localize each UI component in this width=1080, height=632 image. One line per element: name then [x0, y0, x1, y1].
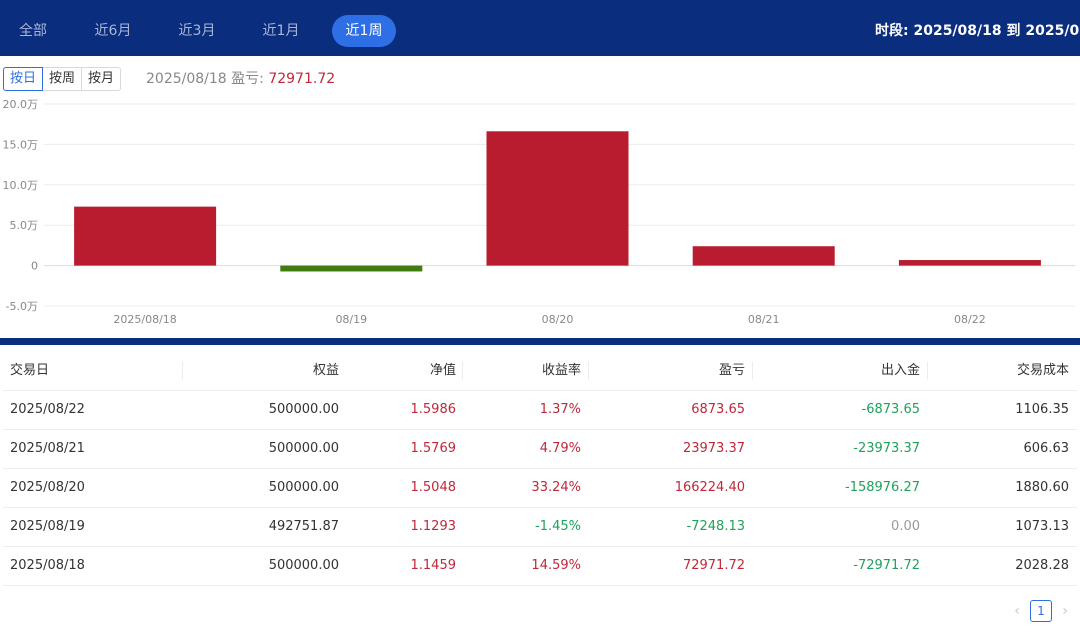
y-tick-label: 20.0万	[3, 98, 39, 111]
summary-pnl-label: 盈亏:	[231, 71, 264, 87]
cell-trade-date: 2025/08/22	[10, 402, 85, 417]
chevron-right-icon[interactable]: ›	[1062, 603, 1068, 619]
granularity-day-button[interactable]: 按日	[3, 67, 44, 91]
header-separator	[752, 362, 753, 380]
cell-nav: 1.5986	[410, 402, 457, 417]
granularity-toggle: 按日 按周 按月	[3, 67, 122, 91]
table-row: 2025/08/22 500000.00 1.5986 1.37% 6873.6…	[3, 391, 1077, 430]
cell-equity: 500000.00	[268, 480, 339, 495]
chart-bar[interactable]	[74, 206, 217, 266]
chart-bar[interactable]	[486, 131, 629, 266]
granularity-week-button[interactable]: 按周	[42, 67, 83, 91]
header-trade-cost: 交易成本	[1016, 363, 1069, 378]
cell-trade-date: 2025/08/20	[10, 480, 85, 495]
granularity-month-button[interactable]: 按月	[81, 67, 122, 91]
page-number-button[interactable]: 1	[1030, 600, 1052, 622]
cell-pnl: 23973.37	[682, 441, 745, 456]
cell-return-rate: 33.24%	[531, 480, 581, 495]
cell-return-rate: 14.59%	[531, 558, 581, 573]
cell-trade-cost: 2028.28	[1015, 558, 1069, 573]
summary-pnl-value: 72971.72	[268, 71, 336, 87]
cell-return-rate: 4.79%	[539, 441, 581, 456]
cell-trade-date: 2025/08/18	[10, 558, 85, 573]
x-tick-label: 08/19	[335, 313, 367, 326]
x-tick-label: 2025/08/18	[113, 313, 176, 326]
pnl-summary: 2025/08/18 盈亏: 72971.72	[146, 67, 335, 91]
header-cash-flow: 出入金	[880, 363, 920, 378]
x-tick-label: 08/21	[748, 313, 780, 326]
cell-cash-flow: -158976.27	[845, 480, 920, 495]
header-equity: 权益	[312, 363, 339, 378]
cell-trade-cost: 1073.13	[1015, 519, 1069, 534]
cell-nav: 1.5048	[410, 480, 457, 495]
cell-trade-date: 2025/08/19	[10, 519, 85, 534]
y-tick-label: -5.0万	[6, 300, 38, 313]
daily-pnl-bar-chart: -5.0万 0 5.0万 10.0万 15.0万 20.0万 2025/08/18 08/19…	[3, 98, 1075, 326]
cell-pnl: 72971.72	[682, 558, 745, 573]
y-tick-label: 15.0万	[3, 138, 39, 151]
tab-range-3m[interactable]: 近3月	[178, 23, 216, 39]
chart-bar[interactable]	[280, 265, 423, 272]
x-tick-label: 08/22	[954, 313, 986, 326]
daily-pnl-table: 交易日 权益 净值 收益率 盈亏 出入金 交易成本 2025/08/22 500…	[3, 352, 1077, 586]
period-text: 时段: 2025/08/18 到 2025/08/22	[875, 23, 1080, 39]
header-nav: 净值	[429, 363, 456, 378]
cell-trade-cost: 606.63	[1023, 441, 1070, 456]
cell-trade-cost: 1106.35	[1015, 402, 1069, 417]
cell-cash-flow: 0.00	[891, 519, 920, 534]
chart-bar[interactable]	[692, 246, 835, 266]
top-bar: 全部 近6月 近3月 近1月 近1周 时段: 2025/08/18 到 2025…	[0, 0, 1080, 56]
cell-pnl: 166224.40	[674, 480, 745, 495]
header-return-rate: 收益率	[541, 363, 581, 378]
cell-cash-flow: -72971.72	[853, 558, 920, 573]
cell-equity: 500000.00	[268, 558, 339, 573]
chevron-left-icon[interactable]: ‹	[1014, 603, 1020, 619]
chart-bar[interactable]	[898, 260, 1041, 266]
summary-date: 2025/08/18	[146, 71, 227, 87]
table-header-row: 交易日 权益 净值 收益率 盈亏 出入金 交易成本	[3, 352, 1077, 391]
section-divider	[0, 338, 1080, 345]
table-row: 2025/08/21 500000.00 1.5769 4.79% 23973.…	[3, 430, 1077, 469]
tab-range-6m[interactable]: 近6月	[94, 23, 132, 39]
header-separator	[588, 362, 589, 380]
tab-range-1m[interactable]: 近1月	[262, 23, 300, 39]
table-row: 2025/08/20 500000.00 1.5048 33.24% 16622…	[3, 469, 1077, 508]
cell-pnl: 6873.65	[691, 402, 745, 417]
y-tick-label: 5.0万	[10, 219, 39, 232]
table-row: 2025/08/19 492751.87 1.1293 -1.45% -7248…	[3, 508, 1077, 547]
cell-nav: 1.1293	[410, 519, 457, 534]
header-trade-date: 交易日	[10, 363, 50, 378]
header-pnl: 盈亏	[718, 363, 745, 378]
x-tick-label: 08/20	[542, 313, 574, 326]
y-tick-label: 10.0万	[3, 179, 39, 192]
cell-cash-flow: -6873.65	[861, 402, 920, 417]
cell-equity: 500000.00	[268, 402, 339, 417]
cell-equity: 492751.87	[268, 519, 339, 534]
header-separator	[462, 362, 463, 380]
tab-range-all[interactable]: 全部	[19, 23, 47, 39]
cell-cash-flow: -23973.37	[853, 441, 920, 456]
tab-range-1w[interactable]: 近1周	[332, 15, 396, 47]
cell-return-rate: -1.45%	[535, 519, 581, 534]
pagination: ‹ 1 ›	[1010, 599, 1072, 623]
cell-nav: 1.1459	[410, 558, 457, 573]
header-separator	[182, 362, 183, 380]
cell-trade-cost: 1880.60	[1015, 480, 1069, 495]
table-row: 2025/08/18 500000.00 1.1459 14.59% 72971…	[3, 547, 1077, 586]
y-tick-label: 0	[31, 260, 38, 273]
cell-return-rate: 1.37%	[539, 402, 581, 417]
cell-trade-date: 2025/08/21	[10, 441, 85, 456]
cell-pnl: -7248.13	[686, 519, 745, 534]
header-separator	[927, 362, 928, 380]
cell-nav: 1.5769	[410, 441, 457, 456]
cell-equity: 500000.00	[268, 441, 339, 456]
